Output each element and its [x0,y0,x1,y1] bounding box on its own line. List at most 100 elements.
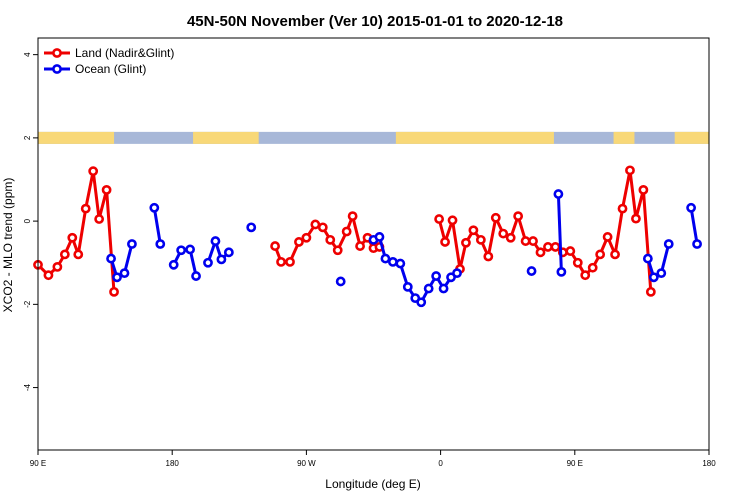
x-axis-label: Longitude (deg E) [325,477,420,491]
ocean-data-point [686,202,697,213]
ocean-data-point [395,258,406,269]
y-tick-label: 0 [23,218,32,223]
x-tick-label: 180 [702,459,716,468]
land-strip-segment [38,131,115,144]
ocean-data-point [423,283,434,294]
ocean-data-point [246,222,257,233]
land-data-point [513,211,524,222]
land-strip-segment [395,131,554,144]
ocean-data-point [127,239,137,249]
axes: 90 E 180 90 W 0 90 E 180 -4 -2 0 2 4 [23,52,716,468]
ocean-data-point [374,232,385,242]
ocean-data-point [335,276,346,287]
ocean-data-point [119,268,130,279]
data-series [33,165,702,308]
land-data-point [572,257,583,268]
land-data-point [434,214,445,224]
land-data-point [543,242,553,252]
ocean-data-point [191,271,201,281]
ocean-data-point [438,283,449,294]
y-tick-label: 2 [23,135,32,140]
land-data-point [294,237,304,247]
ocean-data-point [112,272,122,283]
land-data-point [528,236,538,246]
ocean-data-point [106,253,116,264]
ocean-data-point [210,236,221,246]
x-tick-label: 90 W [297,459,316,468]
y-tick-label: -4 [23,383,32,391]
land-data-point [310,219,321,230]
land-data-point [490,212,501,223]
land-data-point [580,270,591,281]
x-tick-label: 0 [438,459,443,468]
ocean-data-point [526,266,537,276]
land-data-point [602,232,613,242]
ocean-data-point [149,202,160,213]
surface-type-strip [38,131,709,144]
ocean-series-line [556,192,563,274]
land-data-point [94,214,105,224]
land-data-point [270,241,280,251]
land-data-point [101,184,112,195]
x-tick-label: 90 E [30,459,46,468]
land-data-point [550,242,561,252]
ocean-strip [38,131,709,144]
land-strip-segment [674,131,709,144]
ocean-data-point [556,266,567,277]
land-strip-segment [193,131,259,144]
land-data-point [520,236,531,246]
plot-frame [37,37,710,451]
x-tick-label: 180 [166,459,180,468]
land-data-point [625,165,635,176]
ocean-data-point [402,281,413,292]
legend-label: Land (Nadir&Glint) [75,46,174,60]
land-data-point [276,256,286,267]
land-data-point [317,222,328,233]
land-data-point [645,286,656,297]
land-data-point [440,237,450,247]
ocean-data-point [656,268,667,279]
land-data-point [43,270,54,281]
y-axis-label: XCO2 - MLO trend (ppm) [1,178,15,313]
land-data-point [468,225,479,236]
ocean-data-point [185,244,195,255]
land-data-point [461,237,471,248]
ocean-data-point [663,239,674,249]
land-data-point [587,262,598,273]
land-data-point [325,234,336,245]
land-data-point [483,251,494,262]
land-data-point [498,228,509,239]
legend: Land (Nadir&Glint) Ocean (Glint) [44,46,174,76]
land-data-point [73,249,84,260]
land-data-point [475,234,486,245]
ocean-series-line [206,239,231,265]
land-data-point [535,247,546,258]
land-data-point [88,166,99,177]
land-data-point [617,203,628,214]
ocean-data-point [648,272,659,283]
y-tick-label: 4 [23,52,32,57]
land-data-point [341,226,352,237]
land-data-point [109,286,119,297]
x-tick-label: 90 E [567,459,583,468]
land-data-point [80,203,91,214]
land-data-point [447,215,458,226]
ocean-data-point [168,259,179,270]
legend-label: Ocean (Glint) [75,62,146,76]
ocean-data-point [553,189,564,199]
land-data-point [301,232,312,243]
land-data-point [631,213,641,224]
land-data-point [610,249,620,260]
land-data-point [347,211,358,222]
chart-title: 45N-50N November (Ver 10) 2015-01-01 to … [187,13,563,30]
ocean-data-point [216,254,227,265]
ocean-series-line [689,206,699,246]
land-data-point [565,246,576,256]
land-strip-segment [613,131,635,144]
ocean-data-point [452,268,462,279]
land-data-point [595,249,606,260]
land-data-point [52,261,63,272]
ocean-data-point [223,247,234,258]
ocean-data-point [416,297,427,308]
